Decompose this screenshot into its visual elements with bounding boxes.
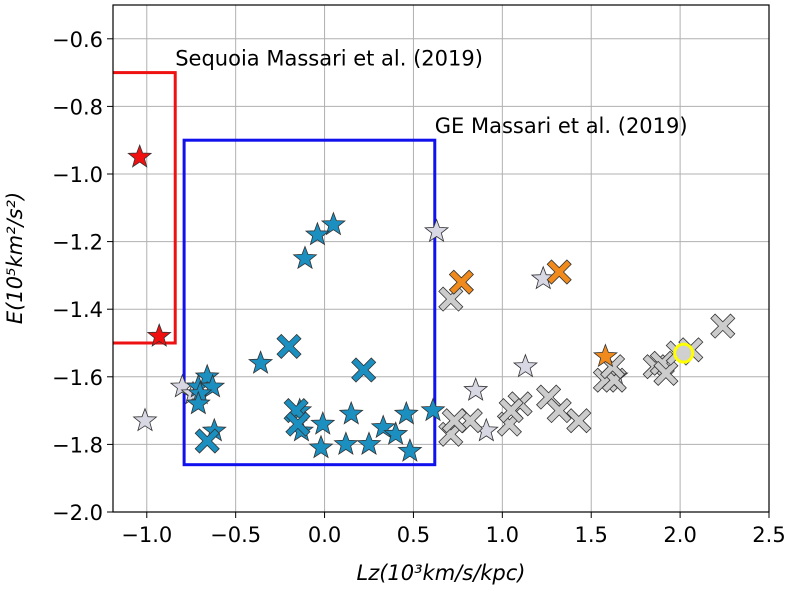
y-tick-label: −1.0 [52,163,103,187]
star-point [333,431,359,456]
x-tick-label: 0.5 [397,523,430,547]
y-tick-label: −1.6 [52,366,103,390]
x-point [351,357,377,383]
x-tick-label: 2.0 [663,523,696,547]
y-tick-label: −1.2 [52,231,103,255]
region-label: GE Massari et al. (2019) [435,114,688,138]
y-tick-label: −1.8 [52,433,103,457]
labels: −1.0 −0.5 0.0 0.5 1.0 1.5 2.0 2.5 −0.6 −0.8 −1.0 −1… [52,28,786,547]
x-tick-label: −0.5 [210,523,261,547]
star-point [185,390,211,415]
marks [127,143,736,462]
x-point [546,398,572,424]
star-point [320,211,346,236]
y-tick-label: −0.8 [52,95,103,119]
star-point [592,343,618,368]
y-tick-label: −2.0 [52,501,103,525]
star-point [132,407,158,432]
region-box [182,138,437,467]
x-tick-label: 1.0 [486,523,519,547]
star-point [127,143,153,168]
x-axis-label: Lz(10³km/s/kpc) [357,561,526,585]
x-tick-label: 2.5 [752,523,785,547]
region-label: Sequoia Massari et al. (2019) [175,47,483,71]
star-point [356,431,382,456]
x-tick-label: −1.0 [121,523,172,547]
star-point [383,421,409,445]
star-point [292,245,318,270]
star-point [397,438,423,462]
star-point [308,434,334,459]
x-point [448,269,474,295]
x-tick-label: 1.5 [575,523,608,547]
star-point [463,377,489,401]
y-axis-label: E(10⁵km²/s²) [3,192,27,324]
y-tick-label: −1.4 [52,298,103,322]
regions [113,71,437,467]
y-tick-label: −0.6 [52,28,103,52]
star-point [393,400,419,425]
plot-frame [112,4,770,513]
circle-point [673,342,695,364]
x-point [546,259,572,285]
star-point [423,218,450,243]
x-point [653,360,679,386]
x-point [194,428,220,454]
star-point [310,410,336,435]
x-tick-label: 0.0 [308,523,341,547]
star-point [247,350,274,374]
x-point [498,398,524,424]
star-point [199,373,226,398]
x-point [276,333,302,359]
star-point [146,323,172,347]
star-point [512,353,539,378]
star-point [304,221,331,246]
x-point [438,286,464,312]
x-point [566,408,592,434]
region-box [113,71,177,345]
star-point [420,397,446,422]
x-point [285,411,311,437]
x-point [710,313,736,339]
star-point [194,363,220,388]
x-point [441,408,467,434]
star-point [338,400,364,425]
star-point [370,414,396,439]
